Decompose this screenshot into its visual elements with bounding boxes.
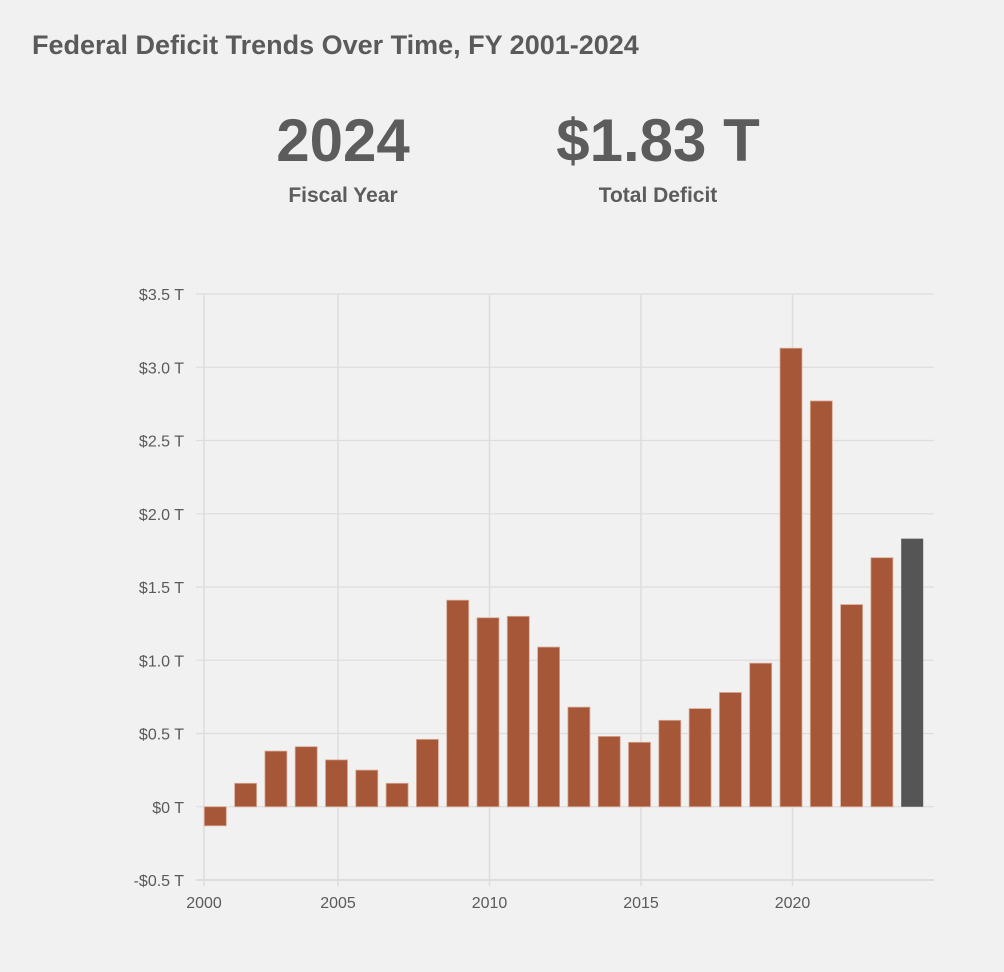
bar-2020 (779, 347, 803, 808)
bar-2006 (355, 769, 379, 808)
bar-2014 (597, 736, 621, 808)
y-tick-label: $2.5 T (139, 434, 184, 451)
x-tick-label: 2015 (623, 895, 659, 912)
bar-2001 (203, 806, 227, 827)
bar-2019 (749, 662, 773, 808)
x-tick-label: 2000 (186, 895, 222, 912)
bar-2007 (385, 782, 409, 808)
bar-2017 (688, 708, 712, 808)
stat-value: 2024 (276, 107, 410, 174)
bar-2010 (476, 617, 500, 808)
y-tick-label: -$0.5 T (134, 873, 185, 890)
x-tick-label: 2020 (775, 895, 811, 912)
bar-2024 (901, 538, 924, 807)
bar-2008 (415, 738, 439, 808)
stat-fiscal-year: 2024 Fiscal Year (193, 108, 493, 208)
bar-2003 (264, 750, 288, 808)
y-tick-label: $3.5 T (139, 287, 184, 304)
x-tick-label: 2005 (320, 895, 356, 912)
bar-2013 (567, 706, 591, 808)
bar-2021 (809, 400, 833, 808)
bar-2011 (506, 615, 530, 808)
bar-2018 (719, 692, 742, 808)
bar-2002 (234, 782, 258, 808)
stat-value: $1.83 T (556, 107, 760, 174)
y-tick-label: $2.0 T (139, 507, 184, 524)
bar-2022 (840, 604, 863, 808)
bar-2005 (325, 759, 348, 808)
page-title: Federal Deficit Trends Over Time, FY 200… (32, 30, 639, 60)
y-tick-label: $1.0 T (139, 653, 184, 670)
stat-total-deficit: $1.83 T Total Deficit (508, 108, 808, 208)
bar-2023 (870, 557, 894, 808)
y-tick-label: $0.5 T (139, 727, 184, 744)
bar-2009 (446, 599, 470, 808)
stat-label: Fiscal Year (288, 184, 398, 207)
bar-2015 (628, 741, 651, 808)
y-tick-label: $1.5 T (139, 580, 184, 597)
y-tick-label: $0 T (152, 800, 184, 817)
stat-label: Total Deficit (598, 184, 718, 207)
y-tick-label: $3.0 T (139, 360, 184, 377)
bar-2012 (537, 646, 560, 808)
bar-2016 (658, 719, 682, 808)
bar-2004 (294, 746, 318, 808)
x-tick-label: 2010 (472, 895, 508, 912)
